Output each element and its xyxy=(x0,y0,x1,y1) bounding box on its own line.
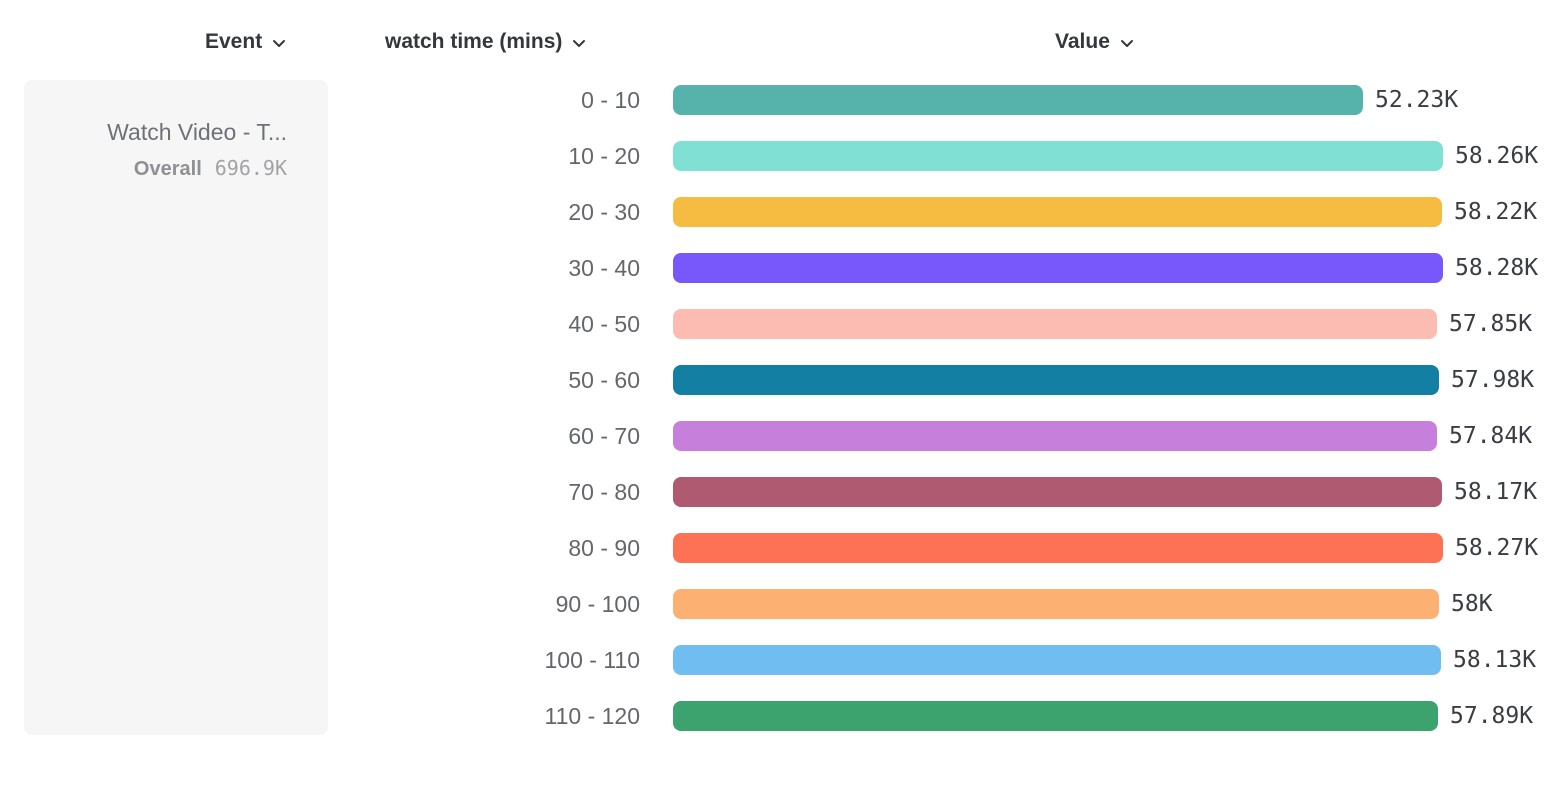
bar-segment[interactable] xyxy=(673,309,1437,339)
category-label: 100 - 110 xyxy=(544,647,640,673)
value-label: 58.28K xyxy=(1455,255,1539,281)
category-label: 30 - 40 xyxy=(568,255,640,281)
category-label: 20 - 30 xyxy=(568,199,640,225)
bar-segment[interactable] xyxy=(673,365,1439,395)
chevron-down-icon xyxy=(1120,40,1133,47)
chart-row: 80 - 90 58.27K xyxy=(0,533,1568,563)
bar-segment[interactable] xyxy=(673,421,1437,451)
category-label: 40 - 50 xyxy=(568,311,640,337)
bar-segment[interactable] xyxy=(673,85,1363,115)
column-header-event-label: Event xyxy=(205,30,263,53)
chart-row: 10 - 20 58.26K xyxy=(0,141,1568,171)
chart-row: 100 - 110 58.13K xyxy=(0,645,1568,675)
column-header-value-label: Value xyxy=(1055,30,1110,53)
column-header-breakdown-label: watch time (mins) xyxy=(385,30,563,53)
value-label: 58K xyxy=(1451,591,1493,617)
overall-label: Overall xyxy=(133,158,202,180)
category-label: 70 - 80 xyxy=(568,479,640,505)
chart-row: 50 - 60 57.98K xyxy=(0,365,1568,395)
category-label: 50 - 60 xyxy=(568,367,640,393)
chevron-down-icon xyxy=(573,40,586,47)
value-label: 58.13K xyxy=(1453,647,1537,673)
event-title: Watch Video - T... xyxy=(107,119,287,145)
category-label: 110 - 120 xyxy=(544,703,640,729)
value-label: 57.84K xyxy=(1449,423,1533,449)
bar-segment[interactable] xyxy=(673,701,1438,731)
bar-segment[interactable] xyxy=(673,589,1439,619)
value-label: 57.98K xyxy=(1451,367,1535,393)
chart-row: 70 - 80 58.17K xyxy=(0,477,1568,507)
value-label: 57.89K xyxy=(1450,703,1534,729)
value-label: 57.85K xyxy=(1449,311,1533,337)
chart-row: 30 - 40 58.28K xyxy=(0,253,1568,283)
column-header-value[interactable]: Value xyxy=(1055,29,1134,55)
bar-segment[interactable] xyxy=(673,477,1442,507)
bar-segment[interactable] xyxy=(673,645,1441,675)
value-label: 58.27K xyxy=(1455,535,1539,561)
bar-segment[interactable] xyxy=(673,533,1443,563)
bar-segment[interactable] xyxy=(673,197,1442,227)
chart-row: 110 - 120 57.89K xyxy=(0,701,1568,731)
value-label: 58.17K xyxy=(1454,479,1538,505)
column-header-event[interactable]: Event xyxy=(205,29,286,55)
chart-row: 0 - 10 52.23K xyxy=(0,85,1568,115)
event-card[interactable]: Watch Video - T... Overall 696.9K xyxy=(24,80,328,735)
chart-row: 40 - 50 57.85K xyxy=(0,309,1568,339)
chevron-down-icon xyxy=(273,40,286,47)
chart-row: 20 - 30 58.22K xyxy=(0,197,1568,227)
value-label: 58.22K xyxy=(1454,199,1538,225)
bar-segment[interactable] xyxy=(673,253,1443,283)
overall-value: 696.9K xyxy=(214,156,287,180)
value-label: 52.23K xyxy=(1375,87,1459,113)
chart-row: 90 - 100 58K xyxy=(0,589,1568,619)
category-label: 0 - 10 xyxy=(581,87,640,113)
category-label: 80 - 90 xyxy=(568,535,640,561)
column-header-breakdown[interactable]: watch time (mins) xyxy=(385,29,586,55)
category-label: 90 - 100 xyxy=(555,591,640,617)
category-label: 60 - 70 xyxy=(568,423,640,449)
event-overall-row: Overall 696.9K xyxy=(40,156,287,181)
bar-segment[interactable] xyxy=(673,141,1443,171)
chart-row: 60 - 70 57.84K xyxy=(0,421,1568,451)
value-label: 58.26K xyxy=(1455,143,1539,169)
category-label: 10 - 20 xyxy=(568,143,640,169)
